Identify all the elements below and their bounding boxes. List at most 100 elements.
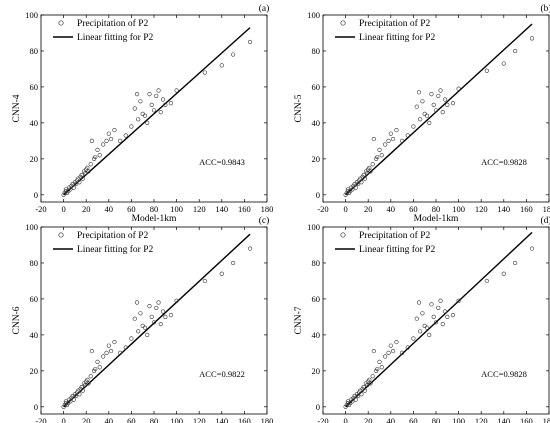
x-tick-label: 180	[261, 204, 274, 214]
y-tick-label: 60	[312, 82, 321, 92]
data-point	[414, 104, 419, 109]
legend-label: Linear fitting for P2	[359, 244, 435, 255]
legend-label: Precipitation of P2	[77, 230, 148, 241]
data-point	[359, 392, 364, 397]
x-tick-label: 40	[105, 416, 114, 423]
data-point	[89, 348, 94, 354]
data-point	[132, 106, 137, 111]
data-point	[202, 278, 207, 284]
x-tick-label: 160	[238, 204, 251, 214]
data-point	[414, 316, 419, 321]
data-point	[112, 127, 117, 133]
y-tick-label: 20	[312, 154, 321, 164]
data-point	[71, 185, 76, 190]
data-point	[104, 138, 109, 143]
x-axis-title: Model-1km	[414, 214, 459, 224]
data-point	[456, 86, 461, 91]
y-tick-label: 80	[312, 46, 321, 56]
data-point	[95, 359, 100, 364]
data-point	[375, 154, 380, 160]
data-point	[247, 246, 253, 251]
legend-marker-scatter	[58, 232, 64, 238]
data-point	[501, 61, 506, 66]
data-point	[418, 329, 423, 334]
data-point	[134, 300, 140, 305]
data-point	[411, 336, 416, 341]
legend-label: Linear fitting for P2	[77, 244, 153, 255]
data-point	[456, 298, 461, 303]
data-point	[106, 343, 111, 348]
data-point	[145, 332, 150, 337]
data-point	[101, 142, 106, 147]
data-point	[80, 388, 85, 393]
data-point	[71, 397, 76, 402]
data-point	[383, 354, 388, 359]
x-tick-label: 140	[215, 204, 228, 214]
data-point	[93, 366, 98, 372]
data-point	[158, 321, 163, 327]
x-tick-label: 100	[452, 204, 465, 214]
data-point	[85, 377, 90, 382]
data-point	[431, 102, 436, 108]
x-tick-label: 60	[127, 204, 136, 214]
panel-label: (d)	[540, 215, 550, 226]
data-point	[405, 133, 410, 138]
data-point	[138, 311, 143, 316]
x-tick-label: -20	[35, 204, 46, 214]
panel-label: (c)	[259, 215, 270, 226]
data-point	[386, 350, 391, 355]
x-tick-label: 180	[261, 416, 274, 423]
data-point	[367, 165, 372, 170]
data-point	[353, 397, 358, 402]
data-point	[88, 162, 93, 167]
data-point	[420, 99, 425, 104]
y-axis-title: CNN-7	[294, 306, 304, 334]
data-point	[77, 180, 82, 185]
acc-annotation: ACC=0.9828	[481, 369, 527, 379]
data-point	[156, 88, 161, 93]
legend-label: Linear fitting for P2	[77, 32, 153, 43]
y-tick-label: 80	[30, 46, 39, 56]
y-tick-label: 100	[307, 222, 320, 232]
x-tick-label: 100	[170, 204, 183, 214]
data-point	[431, 314, 436, 320]
data-point	[377, 359, 382, 364]
y-tick-label: 0	[316, 402, 320, 412]
data-point	[529, 36, 535, 41]
data-point	[420, 311, 425, 316]
x-tick-label: -20	[317, 204, 328, 214]
x-tick-label: 0	[61, 204, 65, 214]
data-point	[405, 345, 410, 350]
data-point	[158, 109, 163, 115]
data-point	[377, 147, 382, 152]
data-point	[394, 339, 399, 345]
acc-annotation: ACC=0.9822	[199, 369, 245, 379]
data-point	[142, 113, 148, 118]
data-point	[436, 93, 441, 99]
data-point	[433, 108, 439, 113]
y-tick-label: 40	[312, 330, 321, 340]
data-point	[370, 162, 375, 167]
data-point	[438, 88, 443, 93]
y-tick-label: 40	[30, 118, 39, 128]
data-point	[368, 169, 373, 174]
data-point	[375, 366, 380, 372]
data-point	[151, 320, 157, 325]
data-point	[418, 117, 423, 122]
data-point	[411, 124, 416, 129]
y-tick-label: 100	[25, 10, 38, 20]
data-point	[80, 176, 85, 181]
data-point	[379, 365, 384, 370]
legend-label: Precipitation of P2	[359, 230, 430, 241]
data-point	[149, 102, 154, 108]
data-point	[355, 393, 361, 399]
data-point	[142, 325, 148, 330]
data-point	[368, 381, 373, 386]
data-point	[484, 68, 489, 73]
data-point	[370, 374, 375, 379]
data-point	[371, 348, 376, 354]
data-point	[529, 246, 535, 251]
data-point	[163, 102, 168, 108]
data-point	[123, 345, 128, 350]
x-tick-label: 20	[364, 416, 373, 423]
